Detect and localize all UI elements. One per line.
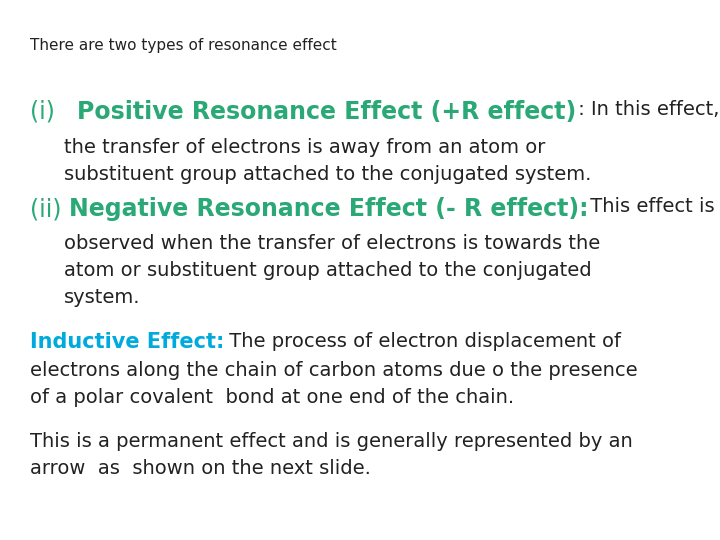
Text: There are two types of resonance effect: There are two types of resonance effect (30, 38, 337, 53)
Text: of a polar covalent  bond at one end of the chain.: of a polar covalent bond at one end of t… (30, 388, 515, 407)
Text: : In this effect,: : In this effect, (572, 100, 720, 119)
Text: system.: system. (63, 288, 140, 307)
Text: arrow  as  shown on the next slide.: arrow as shown on the next slide. (30, 459, 372, 478)
Text: Positive Resonance Effect (+R effect): Positive Resonance Effect (+R effect) (78, 100, 577, 124)
Text: This effect is: This effect is (584, 197, 715, 216)
Text: This is a permanent effect and is generally represented by an: This is a permanent effect and is genera… (30, 432, 633, 451)
Text: atom or substituent group attached to the conjugated: atom or substituent group attached to th… (63, 261, 591, 280)
Text: Inductive Effect:: Inductive Effect: (30, 332, 225, 352)
Text: The process of electron displacement of: The process of electron displacement of (223, 332, 621, 351)
Text: Negative Resonance Effect (- R effect):: Negative Resonance Effect (- R effect): (69, 197, 589, 221)
Text: electrons along the chain of carbon atoms due o the presence: electrons along the chain of carbon atom… (30, 361, 638, 380)
Text: observed when the transfer of electrons is towards the: observed when the transfer of electrons … (63, 234, 600, 253)
Text: substituent group attached to the conjugated system.: substituent group attached to the conjug… (63, 165, 591, 184)
Text: the transfer of electrons is away from an atom or: the transfer of electrons is away from a… (63, 138, 545, 157)
Text: (i): (i) (30, 100, 78, 124)
Text: (ii): (ii) (30, 197, 69, 221)
